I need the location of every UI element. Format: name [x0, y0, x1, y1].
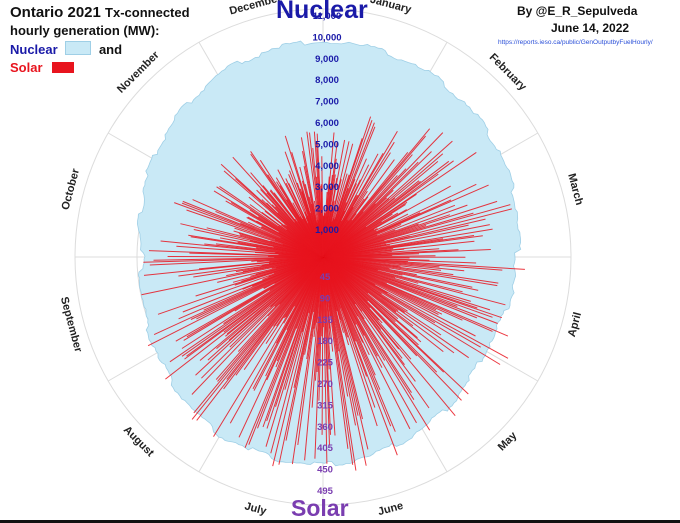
solar-hour-line: [322, 256, 501, 365]
month-label: September: [58, 296, 84, 355]
nuclear-tick-label: 6,000: [315, 118, 339, 129]
nuclear-tick-label: 8,000: [315, 75, 339, 86]
nuclear-tick-label: 3,000: [315, 182, 339, 193]
month-label: March: [565, 172, 585, 207]
month-label: July: [243, 500, 268, 518]
nuclear-tick-label: 5,000: [315, 139, 339, 150]
nuclear-big-label: Nuclear: [276, 0, 368, 24]
solar-hour-line: [321, 156, 324, 258]
legend-nuclear-swatch: [65, 41, 92, 55]
chart-title: Ontario 2021 Tx-connected: [10, 4, 190, 21]
legend-solar: Solar: [10, 60, 75, 75]
solar-tick-label: 135: [317, 315, 334, 326]
legend-nuclear: Nuclear and: [10, 41, 122, 57]
nuclear-axis-labels: 1,000 2,000 3,000 4,000 5,000 6,000 7,000 8,000…: [312, 11, 341, 236]
month-label: February: [487, 51, 529, 93]
solar-tick-label: 315: [317, 400, 334, 411]
date-label: June 14, 2022: [551, 21, 630, 35]
solar-hour-line: [195, 256, 324, 376]
chart-title-main: Ontario 2021: [10, 4, 101, 21]
solar-hour-line: [244, 256, 324, 448]
chart-title-rest: Tx-connected: [105, 5, 190, 20]
solar-tick-label: 405: [317, 443, 334, 454]
solar-tick-label: 225: [317, 358, 334, 369]
legend-solar-label: Solar: [10, 60, 43, 75]
nuclear-tick-label: 11,000: [313, 11, 342, 22]
source-label: https://reports.ieso.ca/public/GenOutput…: [498, 39, 653, 46]
month-label: November: [115, 49, 162, 96]
month-label: May: [496, 429, 520, 453]
solar-tick-label: 270: [317, 379, 333, 390]
solar-tick-label: 90: [320, 293, 331, 304]
nuclear-tick-label: 10,000: [312, 32, 341, 43]
legend-nuclear-label: Nuclear: [10, 42, 58, 57]
month-label: October: [60, 167, 83, 212]
nuclear-tick-label: 7,000: [315, 97, 339, 108]
solar-hour-line: [175, 256, 324, 342]
nuclear-tick-label: 4,000: [315, 161, 339, 172]
solar-series: [141, 116, 525, 471]
legend-solar-swatch: [52, 62, 75, 73]
solar-tick-label: 180: [317, 336, 333, 347]
solar-axis-labels: 45 90 135 180 225 270 315 360 405 450 495: [317, 272, 334, 497]
solar-tick-label: 495: [317, 486, 334, 497]
month-label: August: [121, 424, 157, 460]
legend-and-label: and: [98, 42, 123, 57]
nuclear-tick-label: 2,000: [315, 204, 339, 215]
month-label: June: [377, 500, 405, 518]
nuclear-tick-label: 9,000: [315, 54, 339, 65]
month-label: January: [369, 0, 414, 16]
solar-tick-label: 45: [320, 272, 331, 283]
author-label: By @E_R_Sepulveda: [517, 4, 638, 18]
solar-hour-line: [265, 256, 324, 447]
chart-subtitle: hourly generation (MW):: [10, 23, 160, 38]
solar-big-label: Solar: [291, 495, 349, 521]
solar-tick-label: 360: [317, 422, 333, 433]
solar-tick-label: 450: [317, 465, 333, 476]
month-label: April: [566, 311, 584, 338]
nuclear-tick-label: 1,000: [315, 225, 339, 236]
